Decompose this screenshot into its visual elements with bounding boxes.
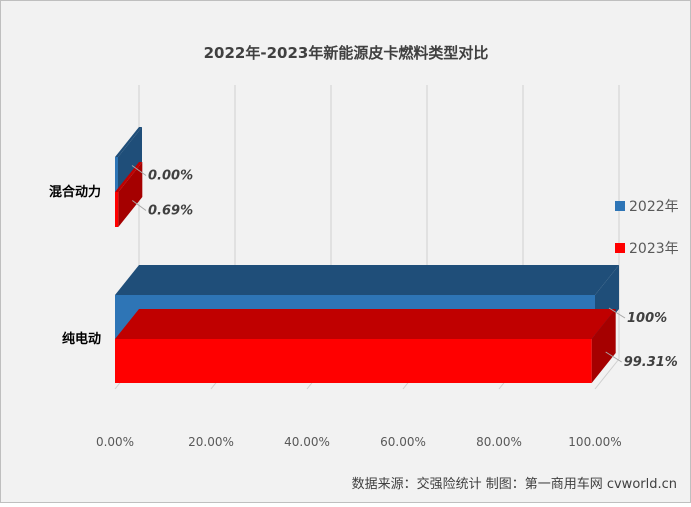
x-tick-label: 60.00% (380, 435, 426, 449)
bar-top (115, 162, 143, 192)
bar-ev-1 (115, 309, 616, 383)
bar-top (115, 265, 619, 295)
data-label: 0.00% (148, 169, 193, 184)
bar-side (118, 127, 142, 192)
legend-swatch (615, 243, 625, 253)
bar-side (591, 309, 616, 383)
label-leader (608, 307, 626, 319)
bar-hybrid-1 (115, 162, 143, 227)
category-label: 纯电动 (62, 331, 101, 347)
bars (115, 127, 619, 383)
bar-top (115, 309, 616, 339)
data-label: 100% (627, 311, 667, 326)
x-tick-label: 80.00% (476, 435, 522, 449)
chart-title: 2022年-2023年新能源皮卡燃料类型对比 (204, 44, 489, 62)
legend-label: 2022年 (629, 199, 679, 215)
label-leader (132, 200, 147, 211)
bar-hybrid-0 (115, 127, 142, 192)
footer-source: 数据来源：交强险统计 制图：第一商用车网 cvworld.cn (352, 476, 677, 492)
gridline-floor (594, 358, 620, 390)
bar-side (118, 162, 143, 227)
label-leader (605, 351, 622, 363)
x-tick-label: 40.00% (284, 435, 330, 449)
legend: 2022年 2023年 (615, 199, 679, 257)
data-label: 0.69% (148, 204, 193, 219)
data-label: 99.31% (624, 355, 678, 370)
bar-top (115, 127, 142, 157)
label-leader (131, 165, 147, 176)
data-labels: 0.00% 0.69% 100% 99.31% (131, 165, 678, 370)
x-tick-label: 100.00% (568, 435, 621, 449)
legend-label: 2023年 (629, 241, 679, 257)
x-tick-labels: 0.00% 20.00% 40.00% 60.00% 80.00% 100.00% (96, 435, 622, 449)
legend-swatch (615, 201, 625, 211)
bar-front (115, 157, 118, 192)
category-label: 混合动力 (49, 184, 101, 200)
bar-front (115, 339, 592, 383)
bar-front (115, 192, 119, 227)
x-tick-label: 20.00% (188, 435, 234, 449)
x-tick-label: 0.00% (96, 435, 134, 449)
